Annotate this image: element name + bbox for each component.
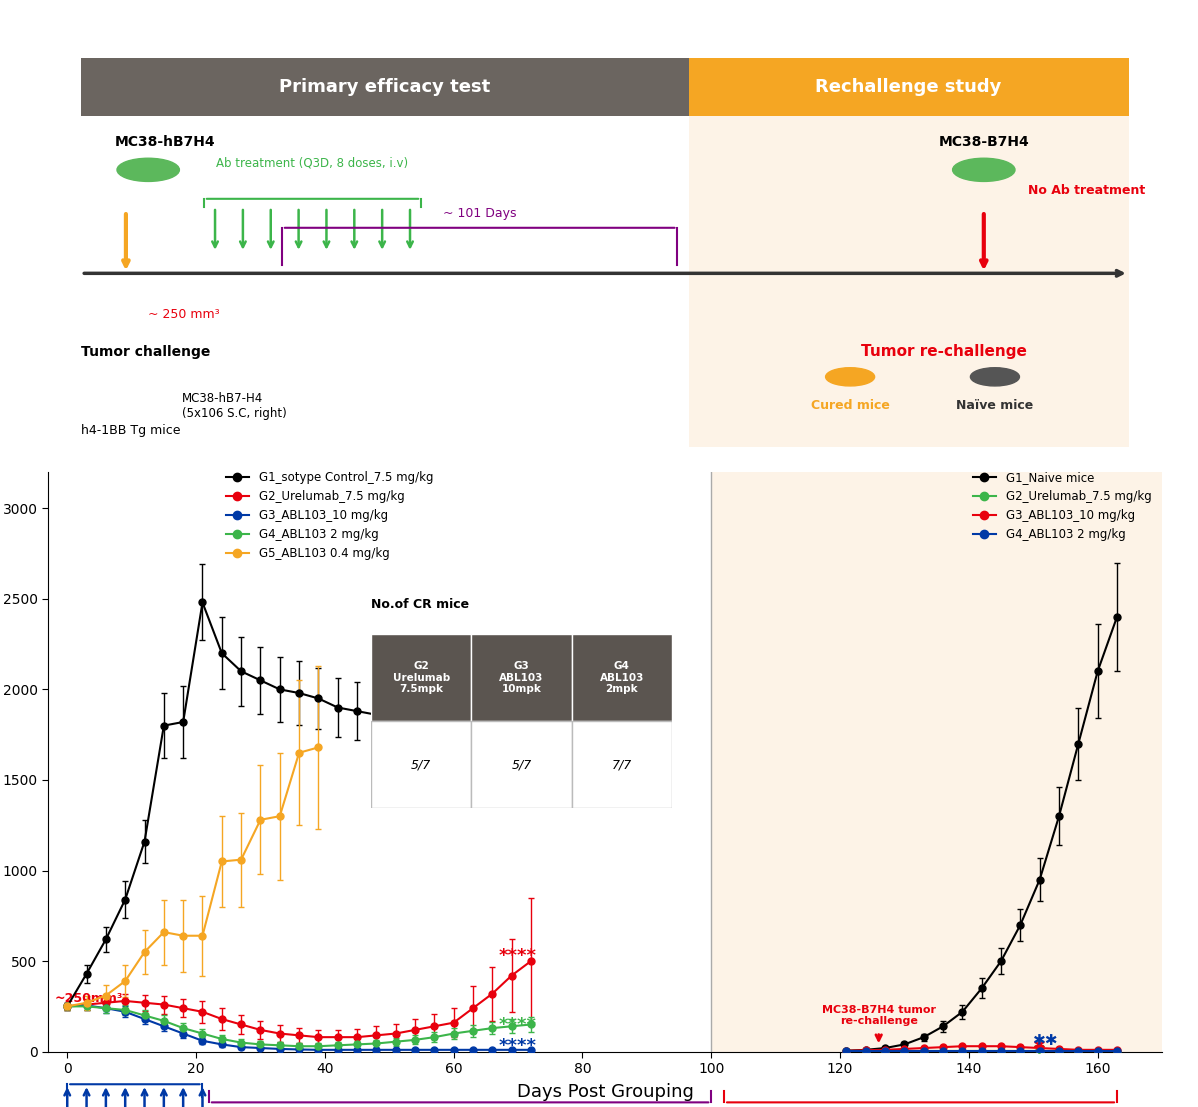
Text: MC38-B7H4 tumor
re-challenge: MC38-B7H4 tumor re-challenge	[822, 1004, 936, 1026]
Text: Cured mice: Cured mice	[811, 400, 890, 412]
Circle shape	[117, 158, 180, 182]
Circle shape	[970, 368, 1019, 386]
Legend: G1_Naive mice, G2_Urelumab_7.5 mg/kg, G3_ABL103_10 mg/kg, G4_ABL103 2 mg/kg: G1_Naive mice, G2_Urelumab_7.5 mg/kg, G3…	[968, 466, 1156, 546]
Text: Naïve mice: Naïve mice	[956, 400, 1034, 412]
Text: Ab treatment (Q3D, 8 doses, i.v): Ab treatment (Q3D, 8 doses, i.v)	[217, 157, 409, 169]
X-axis label: Days Post Grouping: Days Post Grouping	[516, 1083, 694, 1101]
Text: ✱✱: ✱✱	[1033, 1033, 1059, 1048]
Text: Tumor challenge: Tumor challenge	[81, 345, 211, 359]
Text: ~ 250 mm³: ~ 250 mm³	[149, 308, 219, 321]
Circle shape	[952, 158, 1015, 182]
Text: ~250mm³: ~250mm³	[54, 992, 122, 1004]
Text: ****: ****	[498, 1016, 537, 1034]
FancyBboxPatch shape	[689, 116, 1129, 447]
Text: Tumor re-challenge: Tumor re-challenge	[861, 344, 1027, 360]
Text: ****: ****	[498, 1037, 537, 1055]
Text: ~ 101 Days: ~ 101 Days	[443, 207, 516, 219]
Text: MC38-hB7H4: MC38-hB7H4	[115, 135, 216, 149]
Circle shape	[825, 368, 875, 386]
Text: MC38-B7H4: MC38-B7H4	[939, 135, 1030, 149]
Text: h4-1BB Tg mice: h4-1BB Tg mice	[81, 424, 181, 437]
Bar	[712, 472, 1162, 1052]
Text: ✱: ✱	[1033, 1037, 1046, 1053]
Text: No Ab treatment: No Ab treatment	[1028, 184, 1145, 197]
Text: MC38-hB7-H4
(5x106 S.C, right): MC38-hB7-H4 (5x106 S.C, right)	[182, 392, 286, 420]
Text: ****: ****	[498, 946, 537, 964]
Text: Primary efficacy test: Primary efficacy test	[279, 77, 490, 96]
FancyBboxPatch shape	[81, 58, 689, 116]
Text: ✱: ✱	[1033, 1043, 1046, 1057]
Text: No.of CR mice: No.of CR mice	[371, 598, 470, 611]
FancyBboxPatch shape	[689, 58, 1129, 116]
Text: Rechallenge study: Rechallenge study	[816, 77, 1002, 96]
